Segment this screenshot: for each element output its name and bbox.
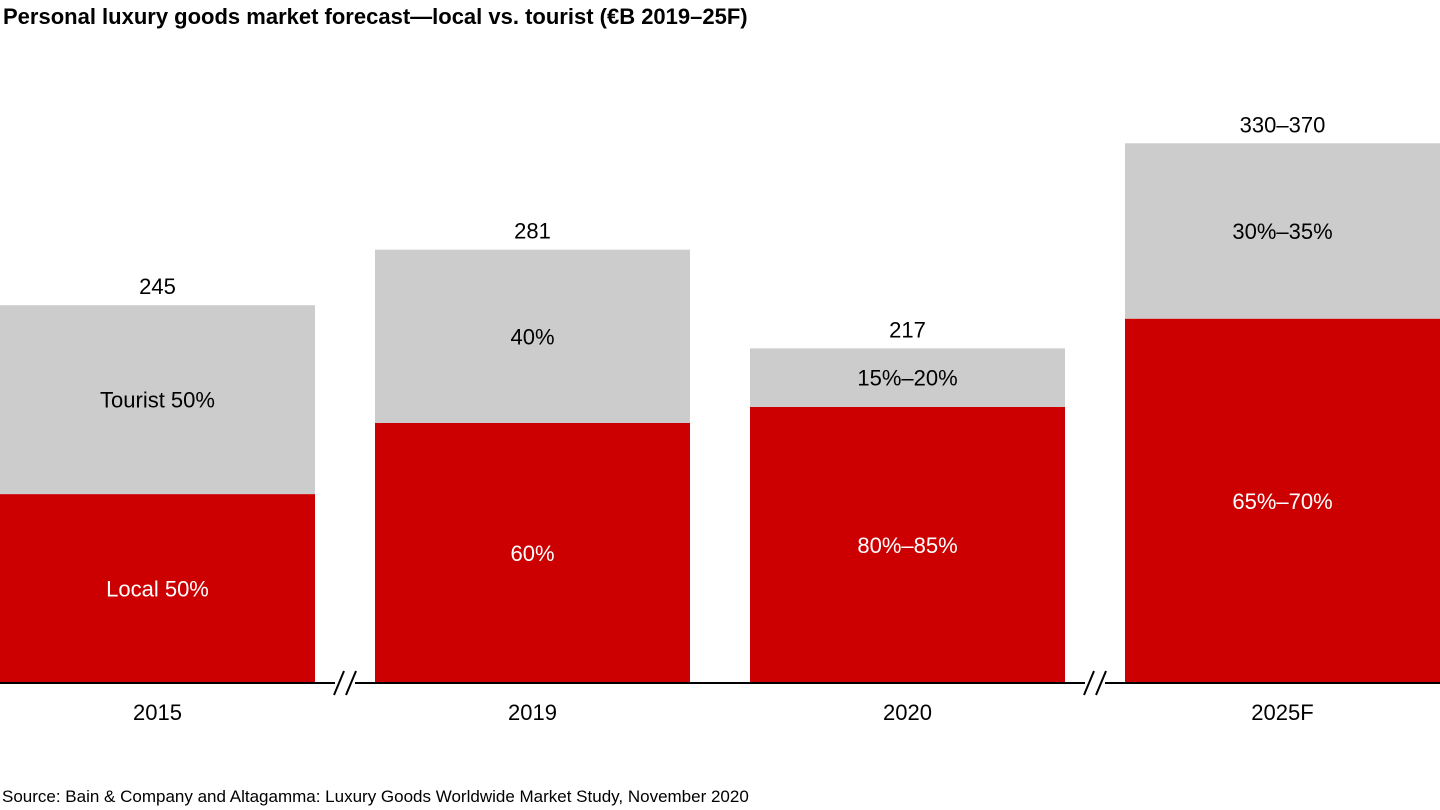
bar-tourist-2020	[750, 348, 1065, 407]
data-label-tourist-2025F: 30%–35%	[1232, 219, 1332, 244]
data-label-local-2020: 80%–85%	[857, 533, 957, 558]
data-label-local-2019: 60%	[510, 541, 554, 566]
bar-local-2015	[0, 494, 315, 683]
data-label-tourist-2019: 40%	[510, 324, 554, 349]
axis-break-slash-1b	[345, 670, 357, 696]
bar-tourist-2019	[375, 249, 690, 424]
bar-tourist-2025F	[1125, 143, 1440, 319]
data-label-local-2015: Local 50%	[106, 577, 209, 602]
bar-local-2019	[375, 423, 690, 683]
total-label-2019: 281	[514, 219, 551, 244]
axis-break-slash-2b	[1095, 670, 1107, 696]
data-label-tourist-2015: Tourist 50%	[100, 388, 215, 413]
bar-local-2025F	[1125, 318, 1440, 683]
total-label-2020: 217	[889, 317, 926, 342]
x-tick-label-2015: 2015	[133, 700, 182, 725]
x-tick-label-2025F: 2025F	[1251, 700, 1313, 725]
x-tick-label-2020: 2020	[883, 700, 932, 725]
data-label-local-2025F: 65%–70%	[1232, 489, 1332, 514]
x-tick-label-2019: 2019	[508, 700, 557, 725]
chart-title: Personal luxury goods market forecast—lo…	[3, 4, 748, 29]
axis-break-slash-2a	[1083, 670, 1095, 696]
total-label-2025F: 330–370	[1240, 112, 1326, 137]
data-label-tourist-2020: 15%–20%	[857, 366, 957, 391]
axis-break-slash-1a	[333, 670, 345, 696]
bar-local-2020	[750, 406, 1065, 683]
source-note: Source: Bain & Company and Altagamma: Lu…	[2, 787, 749, 806]
total-label-2015: 245	[139, 274, 176, 299]
bar-tourist-2015	[0, 305, 315, 495]
